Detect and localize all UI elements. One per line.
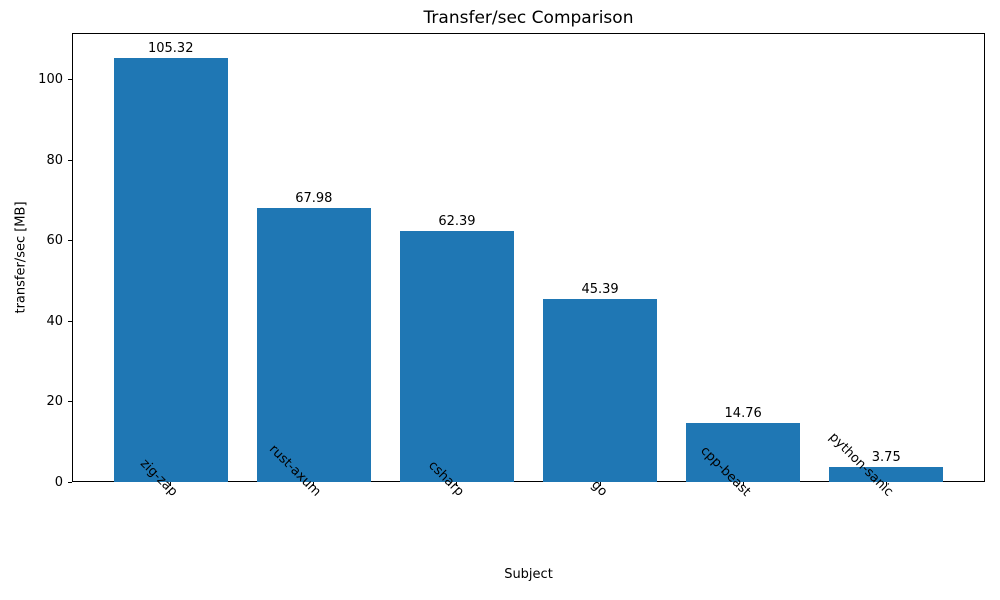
bar-value-label: 62.39: [438, 213, 476, 229]
bar-python-sanic: [829, 466, 944, 482]
bar-value-label: 3.75: [871, 449, 901, 465]
y-tick-label: 40: [46, 313, 63, 329]
x-tick-mark: [170, 482, 172, 486]
bar-rust-axum: [256, 208, 372, 482]
bar-value-label: 105.32: [147, 41, 194, 57]
bar-value-label: 67.98: [295, 191, 333, 207]
chart-title: Transfer/sec Comparison: [423, 8, 634, 28]
y-tick-mark: [68, 240, 72, 242]
y-tick-mark: [68, 481, 72, 483]
x-tick-mark: [599, 482, 601, 486]
y-tick-label: 80: [46, 152, 63, 168]
x-tick-mark: [456, 482, 458, 486]
bar-value-label: 45.39: [581, 282, 619, 298]
y-axis-label: transfer/sec [MB]: [13, 201, 29, 314]
x-tick-mark: [742, 482, 744, 486]
y-tick-label: 20: [46, 394, 63, 410]
y-tick-label: 100: [38, 72, 63, 88]
bar-value-label: 14.76: [724, 405, 762, 421]
x-axis-label: Subject: [504, 567, 553, 582]
bar-go: [542, 299, 658, 482]
bar-csharp: [399, 230, 515, 482]
bar-cpp-beast: [685, 422, 801, 482]
x-tick-mark: [885, 482, 887, 486]
x-tick-mark: [313, 482, 315, 486]
y-axis-label-box: transfer/sec [MB]: [0, 33, 42, 482]
bar-zig-zap: [113, 58, 228, 482]
y-tick-label: 60: [46, 233, 63, 249]
y-tick-mark: [68, 320, 72, 322]
y-tick-mark: [68, 159, 72, 161]
y-tick-label: 0: [54, 474, 63, 490]
y-tick-mark: [68, 79, 72, 81]
y-tick-mark: [68, 401, 72, 403]
